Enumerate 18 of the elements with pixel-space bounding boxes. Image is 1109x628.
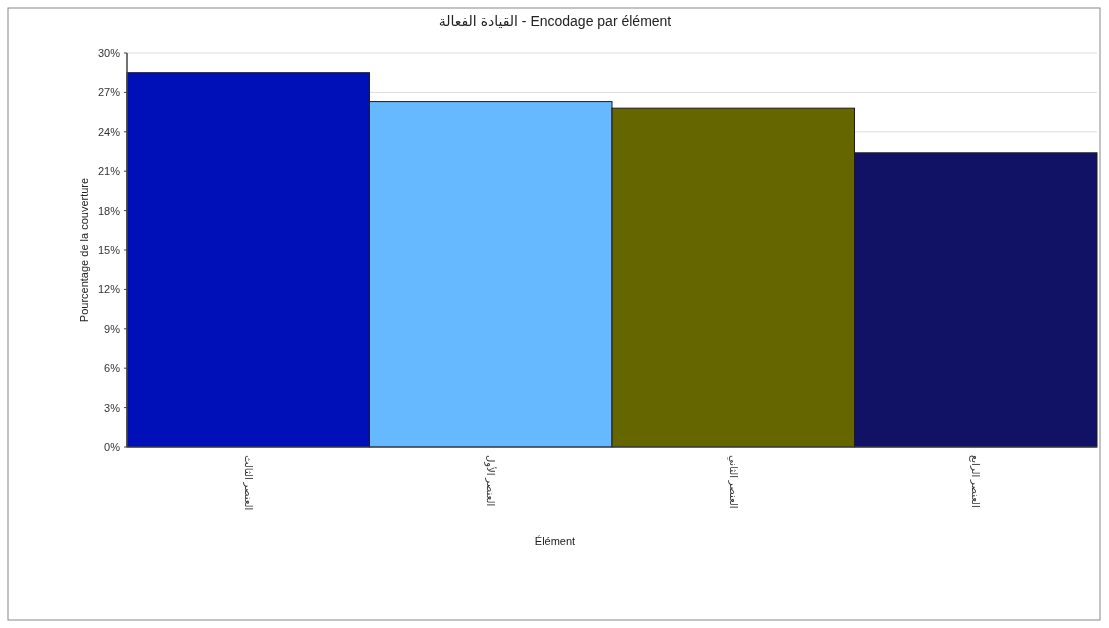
- y-tick-label: 12%: [97, 283, 121, 296]
- y-tick-label: 0%: [104, 441, 121, 453]
- y-tick-label: 24%: [97, 125, 121, 138]
- x-axis-title: Élément: [534, 535, 576, 547]
- x-tick-label: العنصر الثاني: [726, 455, 739, 509]
- chart-title: القيادة الفعالة - Encodage par élément: [438, 13, 672, 29]
- y-tick-label: 9%: [104, 322, 121, 335]
- y-tick-label: 3%: [104, 401, 121, 414]
- y-tick-label: 21%: [97, 165, 121, 178]
- y-tick-label: 18%: [97, 204, 121, 217]
- y-axis-title: Pourcentage de la couverture: [78, 177, 90, 323]
- y-tick-label: 27%: [97, 86, 121, 99]
- x-tick-label: العنصر الرابع: [969, 455, 982, 508]
- y-tick-label: 15%: [97, 244, 121, 256]
- y-tick-label: 6%: [104, 362, 121, 375]
- x-tick-label: العنصر الأول: [484, 455, 498, 507]
- y-tick-label: 30%: [97, 47, 121, 59]
- x-tick-label: العنصر الثالث: [242, 455, 254, 511]
